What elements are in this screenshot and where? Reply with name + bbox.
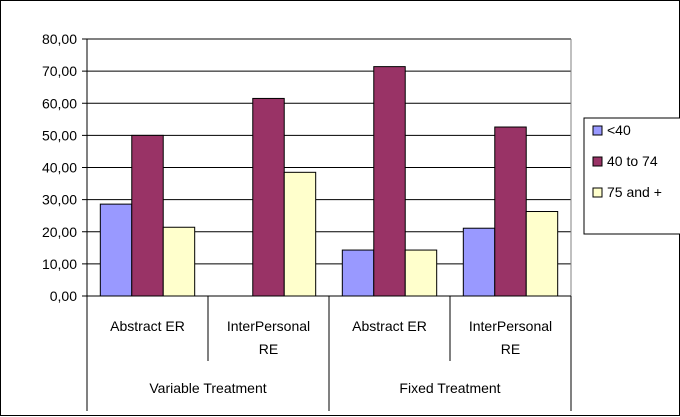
bar — [341, 249, 375, 297]
bar — [131, 134, 164, 297]
legend-label: <40 — [607, 122, 631, 138]
y-tick-label: 0,00 — [50, 288, 77, 304]
x-tick-label: RE — [501, 341, 520, 357]
group-label: Fixed Treatment — [399, 380, 500, 396]
x-tick-label: RE — [259, 341, 278, 357]
legend: <40 40 to 74 75 and + — [583, 117, 680, 235]
bar — [252, 97, 285, 297]
y-tick-label: 60,00 — [42, 95, 77, 111]
bar — [373, 66, 406, 297]
x-tick-label: Abstract ER — [110, 318, 185, 334]
y-tick-label: 30,00 — [42, 192, 77, 208]
x-tick-label: InterPersonal — [469, 318, 552, 334]
legend-swatch — [592, 125, 603, 136]
bar — [283, 171, 317, 297]
group-label: Variable Treatment — [149, 380, 266, 396]
legend-swatch — [592, 187, 603, 198]
y-tick-label: 40,00 — [42, 160, 77, 176]
y-tick-label: 80,00 — [42, 31, 77, 47]
x-tick-label: InterPersonal — [227, 318, 310, 334]
bar — [404, 249, 438, 297]
y-tick-label: 70,00 — [42, 63, 77, 79]
axes: 0,00 10,00 20,00 30,00 40,00 50,00 60,00 70,00 8… — [42, 31, 572, 411]
legend-label: 75 and + — [607, 184, 662, 200]
bar — [162, 226, 196, 297]
bar — [494, 126, 527, 297]
y-tick-label: 10,00 — [42, 256, 77, 272]
legend-swatch — [592, 156, 603, 167]
y-tick-label: 50,00 — [42, 127, 77, 143]
legend-label: 40 to 74 — [607, 153, 658, 169]
legend-box — [583, 117, 680, 235]
bars — [99, 66, 559, 297]
y-tick-label: 20,00 — [42, 224, 77, 240]
bar — [525, 211, 559, 297]
x-tick-label: Abstract ER — [352, 318, 427, 334]
bar — [99, 203, 133, 297]
bar — [462, 227, 496, 297]
